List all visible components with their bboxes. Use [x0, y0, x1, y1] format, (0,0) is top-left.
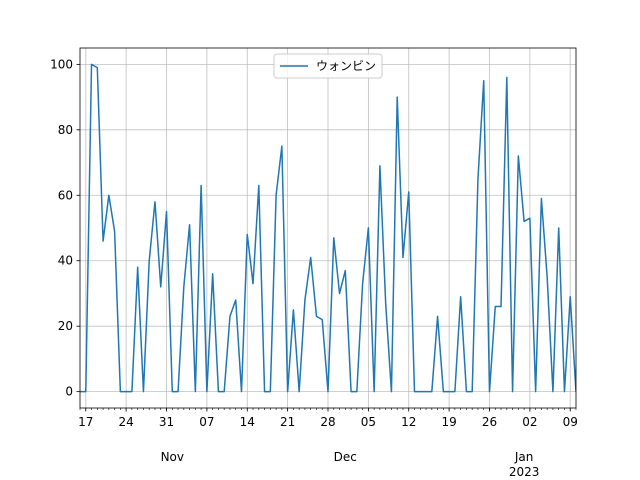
x-tick-label: 12	[401, 415, 416, 429]
x-tick-label: 17	[78, 415, 93, 429]
x-tick-label: 21	[280, 415, 295, 429]
x-month-label: Dec	[334, 450, 357, 464]
y-tick-label: 100	[50, 57, 73, 71]
legend-label: ウォンビン	[316, 59, 376, 73]
x-tick-label: 28	[320, 415, 335, 429]
x-tick-label: 24	[118, 415, 133, 429]
y-tick-label: 60	[58, 188, 73, 202]
y-tick-label: 40	[58, 254, 73, 268]
x-year-label: 2023	[509, 465, 540, 479]
x-tick-label: 26	[482, 415, 497, 429]
y-tick-label: 80	[58, 123, 73, 137]
series-layer	[80, 63, 576, 393]
x-tick-label: 02	[522, 415, 537, 429]
x-tick-label: 09	[563, 415, 578, 429]
x-tick-label: 07	[199, 415, 214, 429]
x-tick-label: 05	[361, 415, 376, 429]
y-tick-label: 20	[58, 319, 73, 333]
legend: ウォンビン	[273, 53, 383, 79]
series-line	[80, 63, 576, 393]
x-month-label: Jan	[514, 450, 534, 464]
x-tick-label: 14	[240, 415, 255, 429]
x-month-label: Nov	[161, 450, 184, 464]
y-tick-label: 0	[65, 385, 73, 399]
y-axis: 0 20 40 60 80 100	[50, 57, 80, 399]
x-tick-label: 19	[441, 415, 456, 429]
x-tick-label: 31	[159, 415, 174, 429]
legend-box	[273, 53, 383, 79]
